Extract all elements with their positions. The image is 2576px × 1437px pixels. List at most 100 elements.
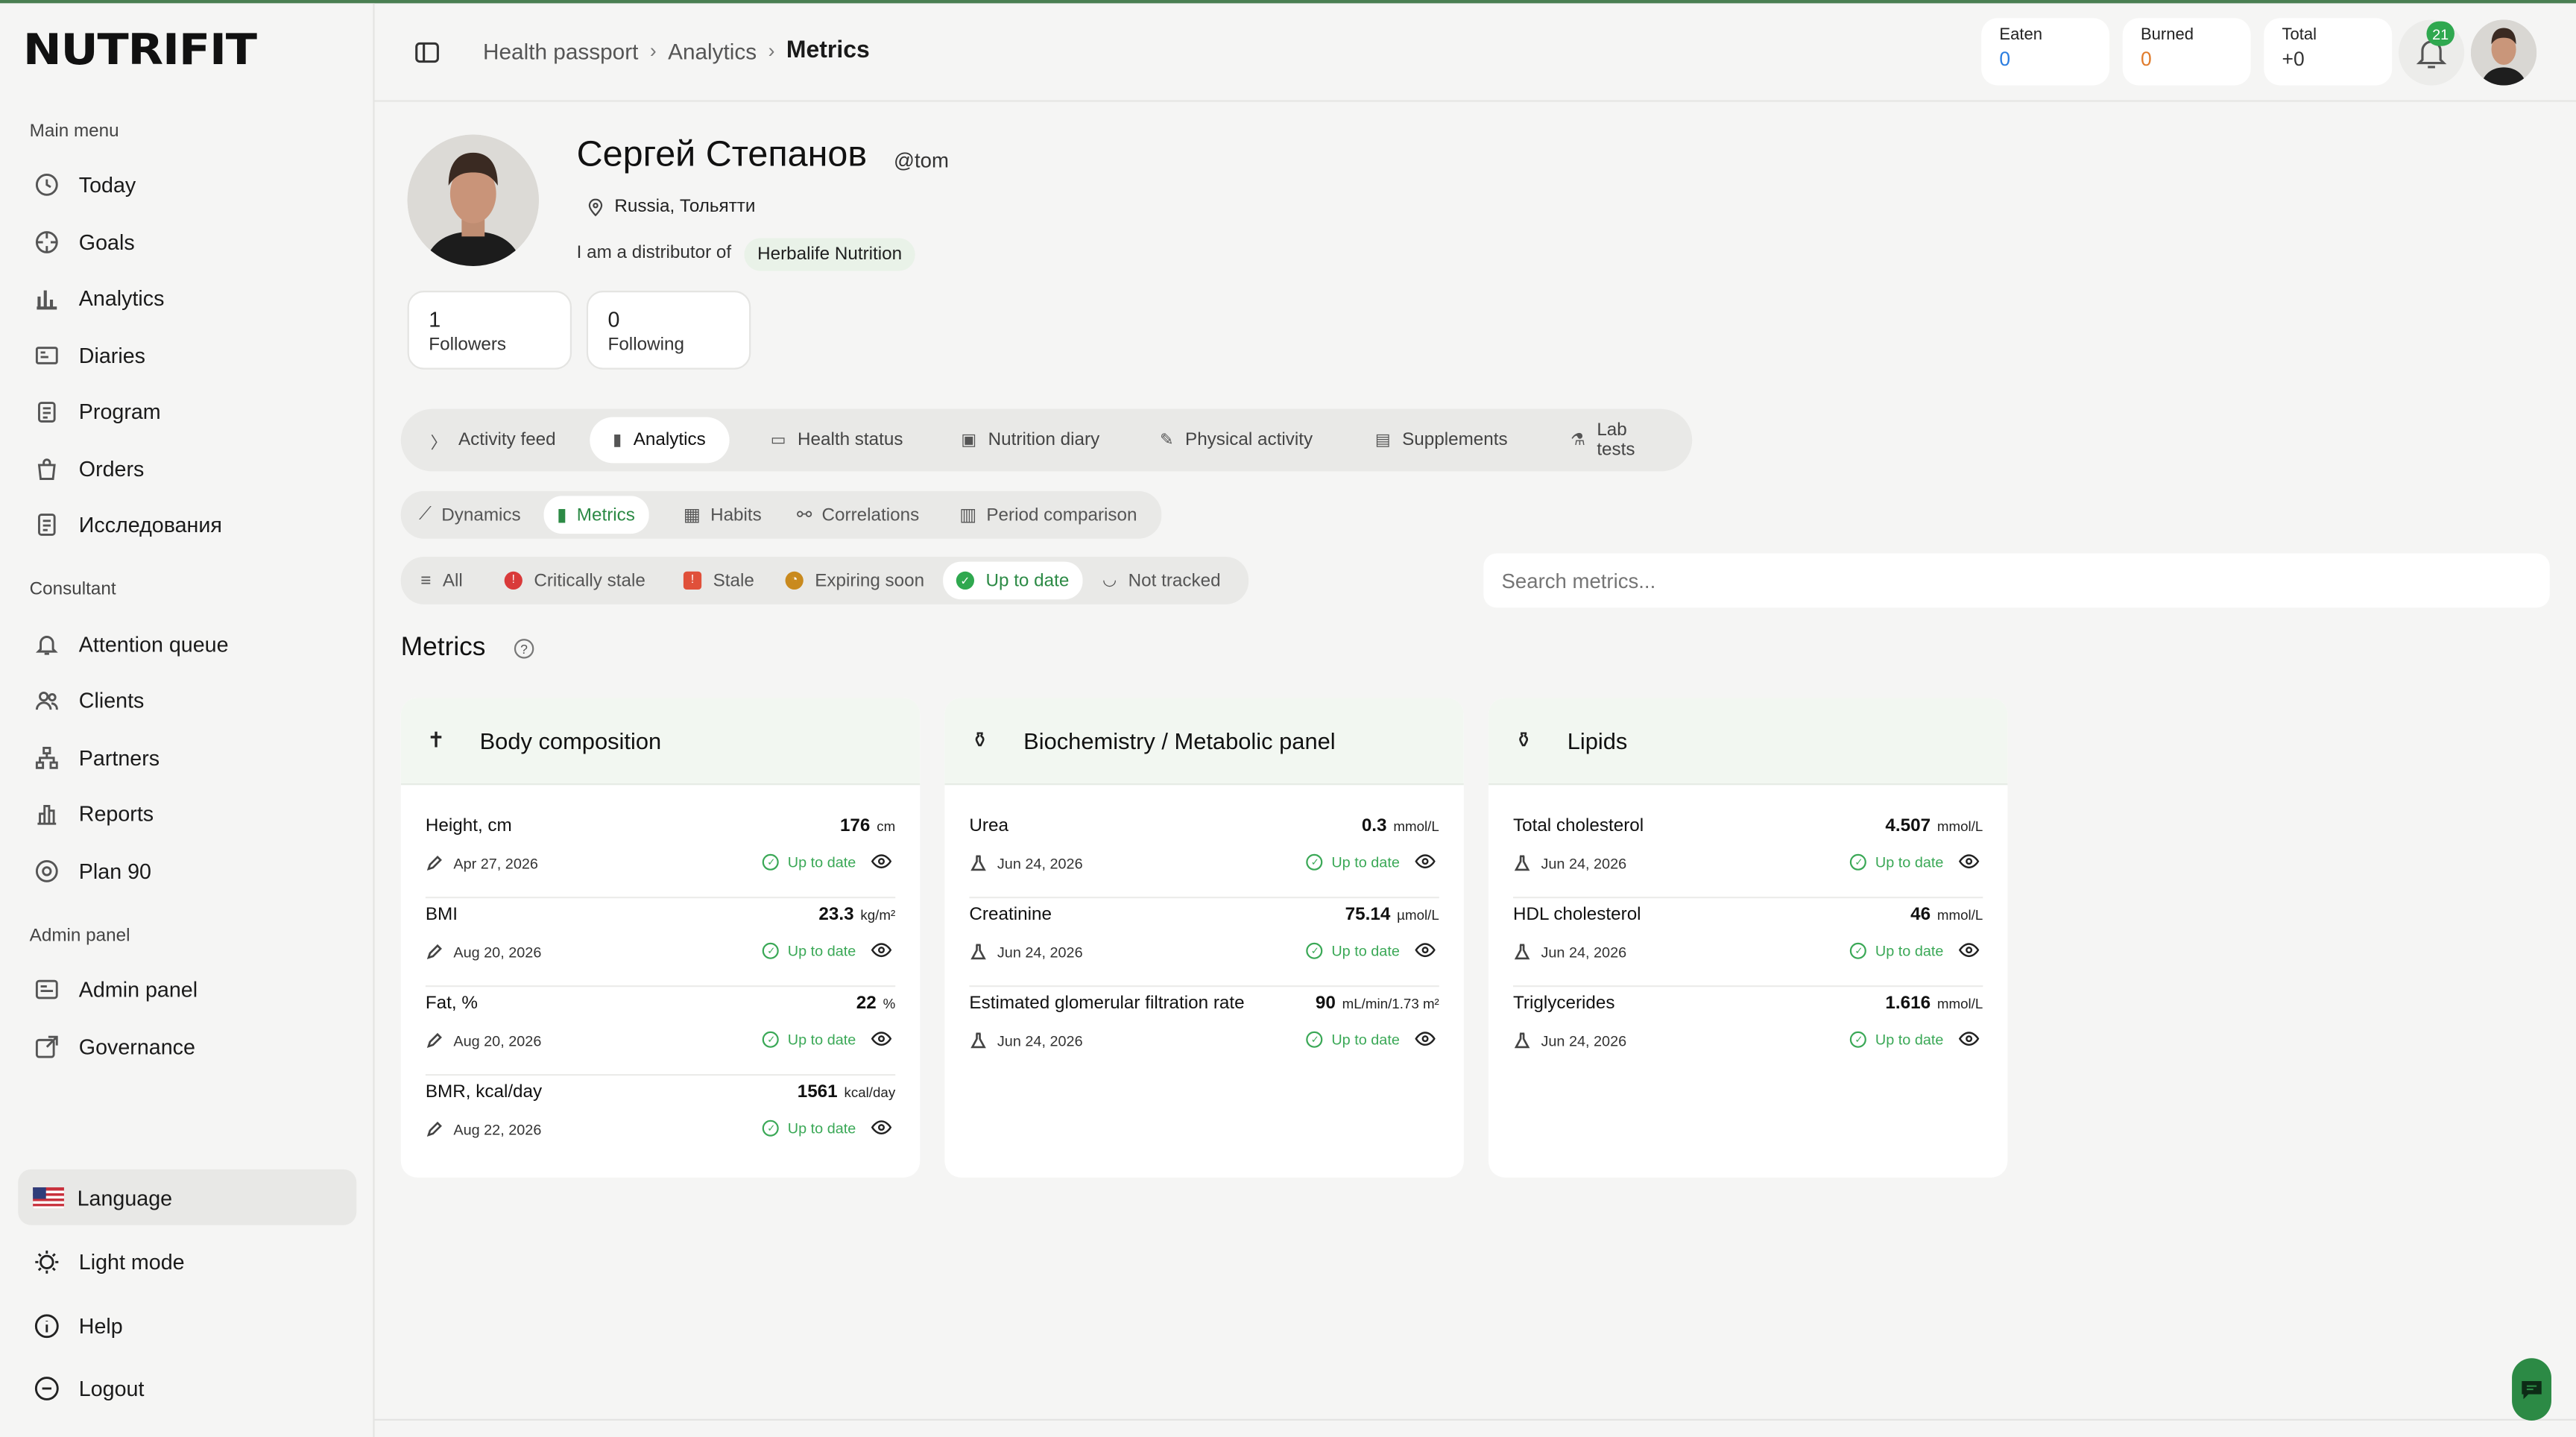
help-button[interactable]: Help <box>18 1298 356 1354</box>
filter-up-to-date[interactable]: ✓ Up to date <box>943 561 1082 600</box>
search-input[interactable] <box>1483 553 2550 608</box>
sidebar-item-clients[interactable]: Clients <box>18 672 356 727</box>
tab-analytics[interactable]: ▮ Analytics <box>590 417 729 464</box>
breadcrumb-health-passport[interactable]: Health passport <box>483 38 639 63</box>
check-circle-icon: ✓ <box>1850 853 1867 871</box>
sidebar-item-attention-queue[interactable]: Attention queue <box>18 616 356 672</box>
app-logo[interactable]: NUTRIFIT <box>22 26 257 76</box>
metric-name: Estimated glomerular filtration rate <box>969 994 1245 1014</box>
sidebar-item-analytics[interactable]: Analytics <box>18 269 356 325</box>
status-text: Up to date <box>787 1119 856 1137</box>
profile-tabs: 〉 Activity feed ▮ Analytics ▭ Health status… <box>400 408 1693 472</box>
metric-unit: mmol/L <box>1936 818 1983 835</box>
metric-row[interactable]: Creatinine 75.14 µmol/L Jun 24, 2026 ✓ Up … <box>969 898 1439 988</box>
tab-nutrition-diary[interactable]: ▣ Nutrition diary <box>938 417 1123 464</box>
date-text: Jun 24, 2026 <box>1541 1032 1627 1049</box>
eye-icon[interactable] <box>871 1028 892 1049</box>
subtab-dynamics[interactable]: ⟋ Dynamics <box>405 496 534 534</box>
tab-lab-tests[interactable]: ⚗ Lab tests <box>1547 417 1692 464</box>
metrics-heading: Metrics <box>400 634 486 662</box>
filter-label: Not tracked <box>1128 570 1221 591</box>
eye-icon[interactable] <box>1415 939 1436 961</box>
chat-button[interactable] <box>2512 1358 2551 1421</box>
check-circle-icon: ✓ <box>956 571 975 590</box>
card-header: ⚱ Biochemistry / Metabolic panel <box>944 698 1464 786</box>
light-mode-toggle[interactable]: Light mode <box>18 1234 356 1289</box>
sidebar-item-goals[interactable]: Goals <box>18 213 356 269</box>
sidebar-item-governance[interactable]: Governance <box>18 1018 356 1074</box>
metric-row[interactable]: Height, cm 176 cm Apr 27, 2026 ✓ Up to dat… <box>425 809 896 899</box>
distributor-brand-chip[interactable]: Herbalife Nutrition <box>744 238 915 271</box>
metric-row[interactable]: Triglycerides 1.616 mmol/L Jun 24, 2026 ✓… <box>1513 987 1983 1076</box>
status-badge: ✓ Up to date <box>1850 1031 1944 1048</box>
eye-icon[interactable] <box>1958 939 1980 961</box>
status-text: Up to date <box>1875 1031 1944 1048</box>
filter-all[interactable]: ≡ All <box>408 562 476 600</box>
tab-supplements[interactable]: ▤ Supplements <box>1352 417 1531 464</box>
breadcrumb-analytics[interactable]: Analytics <box>668 38 757 63</box>
subtab-metrics[interactable]: ▮ Metrics <box>543 496 648 534</box>
sidebar-item-program[interactable]: Program <box>18 382 356 438</box>
sidebar-item-reports[interactable]: Reports <box>18 785 356 841</box>
tab-label: Health status <box>797 430 903 450</box>
metric-row[interactable]: HDL cholesterol 46 mmol/L Jun 24, 2026 ✓ U… <box>1512 898 1983 988</box>
filter-not-tracked[interactable]: ◡ Not tracked <box>1089 562 1234 600</box>
consultant-heading: Consultant <box>29 579 116 600</box>
date-text: Aug 22, 2026 <box>453 1120 542 1137</box>
sidebar-item-partners[interactable]: Partners <box>18 729 356 785</box>
sidebar-item-admin-panel[interactable]: Admin panel <box>18 961 356 1017</box>
subtab-habits[interactable]: ▦ Habits <box>670 496 774 534</box>
sidebar-item-plan-90[interactable]: Plan 90 <box>18 842 356 898</box>
metric-row[interactable]: Estimated glomerular filtration rate 90 m… <box>969 987 1439 1076</box>
status-badge: ✓ Up to date <box>1307 1031 1400 1048</box>
sidebar-item-orders[interactable]: Orders <box>18 440 356 496</box>
tab-label: Physical activity <box>1185 430 1313 450</box>
user-avatar[interactable] <box>2470 19 2537 86</box>
tab-physical-activity[interactable]: ✎ Physical activity <box>1137 417 1336 464</box>
following-card[interactable]: 0 Following <box>586 291 751 370</box>
logout-button[interactable]: Logout <box>18 1359 356 1415</box>
metric-row[interactable]: BMR, kcal/day 1561 kcal/day Aug 22, 2026 … <box>426 1076 895 1164</box>
chat-icon <box>2522 1381 2542 1400</box>
sidebar-item-label: Diaries <box>78 342 145 367</box>
help-icon[interactable]: ? <box>514 639 534 659</box>
metric-row[interactable]: Total cholesterol 4.507 mmol/L Jun 24, 20… <box>1512 809 1983 899</box>
bar-chart-icon <box>33 284 59 310</box>
metric-row[interactable]: Fat, % 22% Aug 20, 2026 ✓ Up to date <box>425 987 896 1076</box>
subtab-correlations[interactable]: ⚯ Correlations <box>783 496 932 534</box>
language-button[interactable]: Language <box>18 1169 357 1225</box>
status-text: Up to date <box>1875 942 1944 959</box>
sidebar-item-label: Plan 90 <box>78 858 151 883</box>
subtab-period-comparison[interactable]: ▥ Period comparison <box>947 496 1151 534</box>
sidebar-toggle-icon[interactable] <box>414 40 440 66</box>
eye-icon[interactable] <box>871 850 892 872</box>
sun-icon <box>33 1248 59 1275</box>
metric-date: Apr 27, 2026 <box>426 854 538 872</box>
burned-stat: Burned 0 <box>2122 18 2251 86</box>
following-label: Following <box>607 335 684 355</box>
eye-icon[interactable] <box>1958 1028 1980 1049</box>
tab-activity-feed[interactable]: 〉 Activity feed <box>408 417 579 464</box>
eye-icon[interactable] <box>1415 1028 1436 1049</box>
flask-icon <box>970 1032 986 1049</box>
eye-icon[interactable] <box>1415 850 1436 872</box>
sidebar-item-research[interactable]: Исследования <box>18 496 356 552</box>
eye-icon[interactable] <box>1958 850 1980 872</box>
eaten-value: 0 <box>1999 47 2011 71</box>
profile-name: Сергей Степанов <box>576 133 868 174</box>
eye-icon[interactable] <box>871 939 892 961</box>
filter-expiring-soon[interactable]: ◔ Expiring soon <box>772 562 938 600</box>
flask-icon <box>970 855 986 871</box>
eye-icon[interactable] <box>871 1117 892 1138</box>
tab-health-status[interactable]: ▭ Health status <box>748 417 926 464</box>
filter-stale[interactable]: ! Stale <box>670 562 767 600</box>
metric-date: Jun 24, 2026 <box>969 854 1083 872</box>
metric-row[interactable]: BMI 23.3 kg/m² Aug 20, 2026 ✓ Up to date <box>425 898 896 988</box>
sidebar-item-today[interactable]: Today <box>18 156 356 212</box>
metric-unit: mmol/L <box>1936 906 1983 923</box>
sidebar-item-diaries[interactable]: Diaries <box>18 326 356 382</box>
filter-critically-stale[interactable]: ! Critically stale <box>491 562 659 600</box>
check-circle-icon: ✓ <box>1850 942 1867 959</box>
metric-row[interactable]: Urea 0.3 mmol/L Jun 24, 2026 ✓ Up to date <box>969 809 1439 899</box>
followers-card[interactable]: 1 Followers <box>407 291 572 370</box>
